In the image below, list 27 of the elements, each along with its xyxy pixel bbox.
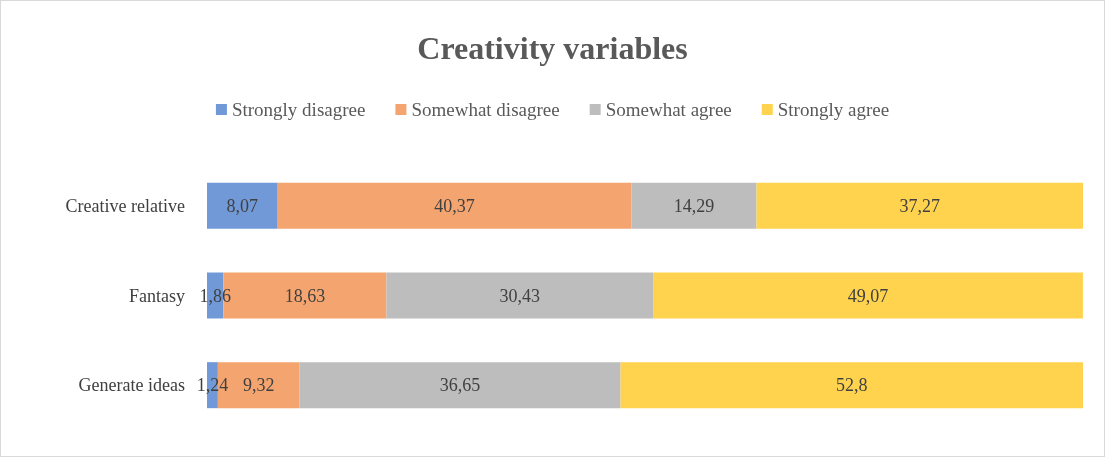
bar: [620, 362, 1083, 409]
bar: [756, 182, 1083, 229]
legend-label: Strongly agree: [777, 99, 890, 120]
bar: [653, 272, 1083, 319]
legend-label: Somewhat disagree: [411, 99, 560, 120]
legend-label: Somewhat agree: [605, 99, 732, 120]
y-tick-label: Generate ideas: [78, 375, 185, 396]
data-label: 36,65: [439, 375, 481, 396]
data-label: 40,37: [434, 195, 475, 216]
bar: [386, 272, 654, 319]
data-label: 1,24: [196, 375, 229, 396]
data-label: 18,63: [284, 285, 326, 306]
legend-label: Strongly disagree: [231, 99, 366, 120]
data-label: 49,07: [847, 285, 889, 306]
data-label: 9,32: [242, 375, 275, 396]
bar: [631, 182, 757, 229]
bar: [299, 362, 621, 409]
data-label: 37,27: [899, 195, 941, 216]
data-label: 30,43: [499, 285, 541, 306]
y-tick-label: Creative relative: [65, 195, 186, 216]
data-label: 52,8: [836, 375, 868, 396]
data-label: 8,07: [226, 195, 259, 216]
chart-title: Creativity variables: [417, 30, 688, 66]
bar: [207, 182, 278, 229]
data-label: 14,29: [673, 195, 715, 216]
bar: [277, 182, 632, 229]
y-tick-label: Fantasy: [129, 285, 185, 306]
